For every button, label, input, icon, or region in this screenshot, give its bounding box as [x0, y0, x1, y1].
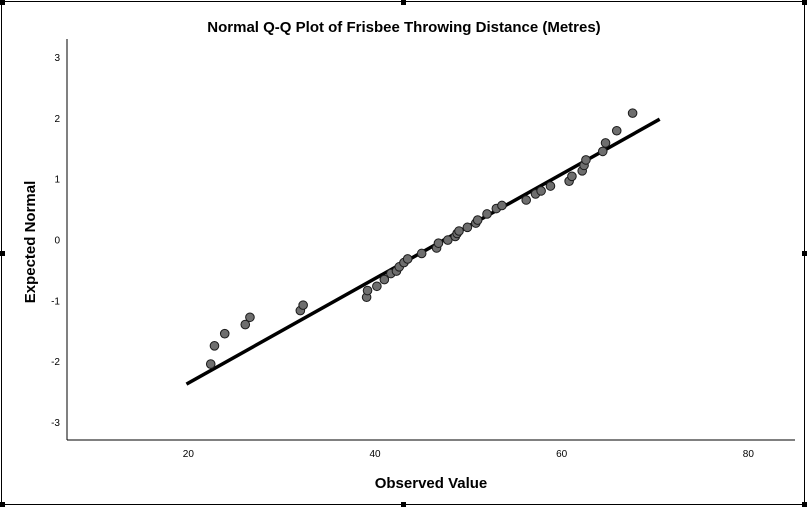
- y-tick-label: 1: [54, 175, 60, 186]
- data-point: [521, 195, 532, 205]
- data-point: [600, 138, 611, 148]
- x-tick-label: 80: [743, 449, 755, 460]
- data-point: [433, 238, 444, 248]
- x-tick-label: 40: [369, 449, 381, 460]
- data-point: [581, 155, 591, 165]
- y-tick-label: -3: [51, 418, 60, 429]
- data-point: [379, 274, 390, 285]
- resize-handle-mid-right[interactable]: [802, 251, 807, 256]
- data-point: [245, 312, 255, 323]
- data-point: [298, 300, 308, 310]
- data-point: [597, 146, 608, 157]
- y-tick-label: 3: [54, 53, 60, 64]
- y-tick-label: 2: [54, 114, 60, 125]
- data-point: [240, 319, 251, 330]
- data-point: [443, 235, 453, 245]
- resize-handle-top-right[interactable]: [802, 0, 807, 5]
- data-point: [219, 328, 230, 339]
- resize-handle-bottom-right[interactable]: [802, 502, 807, 507]
- y-tick-label: -2: [51, 357, 60, 368]
- data-point: [611, 125, 622, 136]
- data-point: [362, 285, 373, 296]
- data-point: [209, 341, 220, 351]
- data-point: [472, 215, 483, 225]
- y-axis-label: Expected Normal: [22, 181, 39, 304]
- x-tick-label: 20: [183, 449, 195, 460]
- x-axis-label: Observed Value: [375, 475, 488, 492]
- data-point: [462, 222, 473, 233]
- resize-handle-bottom-left[interactable]: [0, 502, 5, 507]
- data-point: [545, 181, 556, 191]
- data-point: [205, 359, 216, 369]
- y-tick-label: -1: [51, 296, 60, 307]
- data-point: [482, 209, 492, 219]
- data-point: [416, 248, 427, 259]
- chart-title: Normal Q-Q Plot of Frisbee Throwing Dist…: [207, 19, 600, 36]
- data-point: [536, 186, 546, 196]
- data-point: [402, 254, 413, 264]
- data-point: [454, 226, 464, 236]
- data-point: [372, 281, 382, 292]
- data-point: [627, 108, 638, 118]
- resize-handle-mid-left[interactable]: [0, 251, 5, 256]
- data-points: [205, 108, 638, 369]
- tick-labels: 20 40 60 80 -3 -2 -1 0 1 2 3: [51, 53, 754, 460]
- data-point: [497, 200, 507, 211]
- y-tick-label: 0: [54, 236, 60, 247]
- resize-handle-top-left[interactable]: [0, 0, 5, 5]
- resize-handle-bottom-mid[interactable]: [401, 502, 406, 507]
- data-point: [567, 171, 577, 182]
- resize-handle-top-mid[interactable]: [401, 0, 406, 5]
- x-tick-label: 60: [556, 449, 568, 460]
